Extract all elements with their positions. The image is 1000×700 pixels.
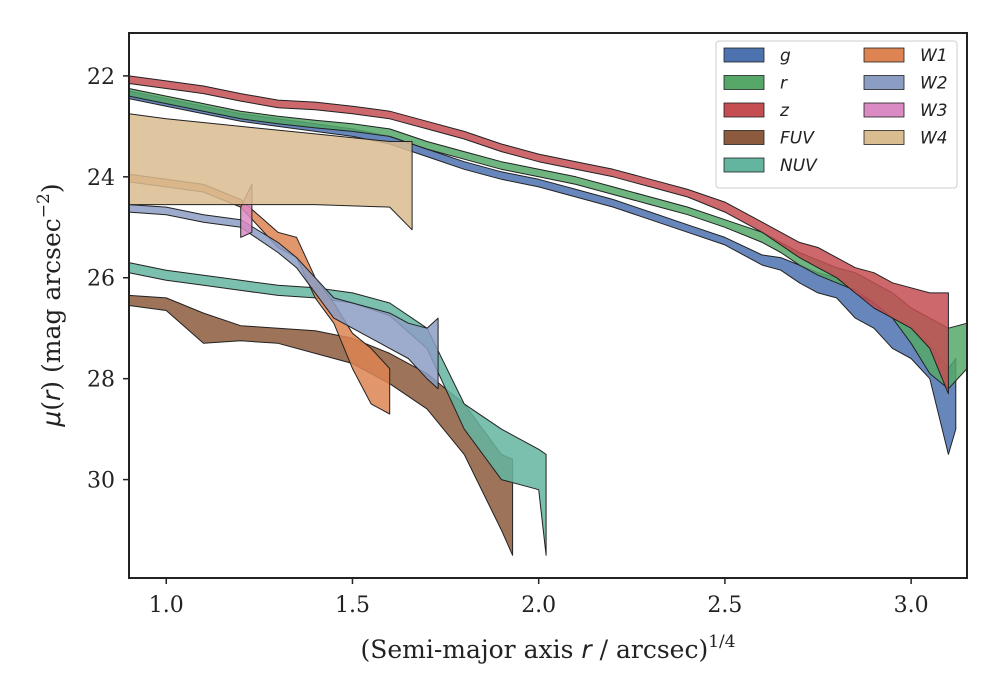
band-w4 [128, 113, 413, 231]
legend: grz FUV NUV W1 W2 W3 W4 [715, 40, 958, 189]
legend-swatch-g [723, 47, 765, 63]
x-tick-label: 3.0 [894, 593, 929, 618]
series-bands [128, 75, 968, 556]
y-tick-label: 24 [87, 166, 115, 191]
plot-frame [128, 32, 968, 579]
y-axis-ticks: 22 24 26 28 30 [87, 65, 129, 494]
legend-swatch-z [723, 102, 765, 118]
legend-swatch-w1 [863, 47, 905, 63]
legend-label-w1: W1 [920, 46, 948, 66]
legend-label-r: r [780, 74, 788, 94]
y-axis-label-open: ( [37, 401, 66, 411]
x-axis-label-prefix: (Semi-major axis [360, 635, 581, 664]
legend-label-fuv: FUV [780, 129, 815, 149]
legend-swatch-nuv [723, 157, 765, 173]
x-tick-label: 2.0 [521, 593, 556, 618]
legend-label-w2: W2 [920, 74, 948, 94]
x-axis-ticks: 1.0 1.5 2.0 2.5 3.0 [149, 578, 929, 618]
y-axis-label-close: ) [37, 183, 66, 193]
legend-swatch-w4 [863, 130, 905, 145]
y-tick-label: 22 [87, 65, 115, 90]
legend-label-nuv: NUV [780, 156, 818, 176]
y-axis-label-rest: ) (mag arcsec [37, 218, 66, 391]
legend-swatch-r [723, 75, 765, 90]
band-nuv [128, 262, 547, 556]
legend-label-w4: W4 [920, 129, 948, 149]
band-fuv [128, 294, 514, 556]
band-w2 [128, 204, 439, 390]
legend-label-z: z [779, 101, 790, 121]
band-z [128, 75, 949, 395]
legend-label-w3: W3 [920, 101, 948, 121]
x-axis-label-var: r [581, 635, 593, 664]
legend-swatch-fuv [723, 130, 765, 145]
y-axis-label-mu: μ [37, 411, 66, 428]
y-tick-label: 30 [87, 469, 115, 494]
x-tick-label: 1.0 [149, 593, 184, 618]
x-axis-label-sup: 1/4 [708, 632, 735, 652]
x-axis-label: (Semi-major axis r / arcsec)1/4 [360, 632, 735, 664]
y-tick-label: 26 [87, 267, 115, 292]
x-axis-label-mid: / arcsec) [592, 635, 709, 664]
legend-label-g: g [780, 46, 791, 66]
y-axis-label-sup: −2 [34, 193, 54, 218]
y-axis-label-var: r [37, 389, 66, 401]
band-g [128, 90, 957, 455]
y-axis-label: μ(r) (mag arcsec−2) [34, 183, 66, 427]
y-tick-label: 28 [87, 368, 115, 393]
legend-swatch-w3 [863, 102, 905, 118]
x-tick-label: 1.5 [335, 593, 370, 618]
legend-swatch-w2 [863, 75, 905, 90]
x-tick-label: 2.5 [707, 593, 742, 618]
